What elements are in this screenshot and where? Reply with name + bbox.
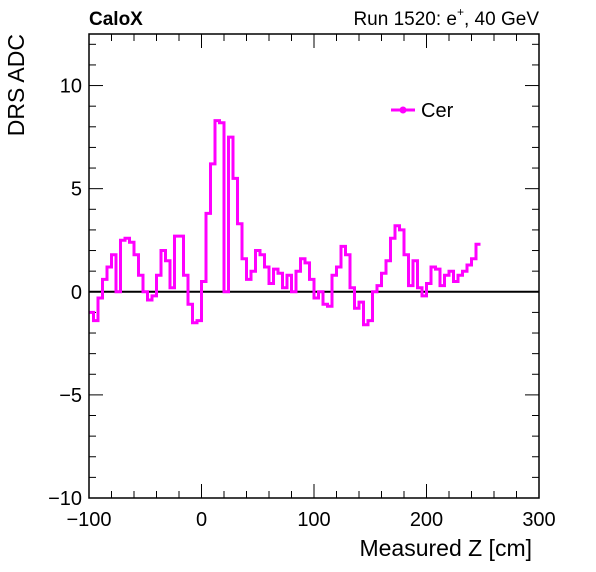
run-info-superscript: + — [457, 5, 464, 19]
y-tick-label: 10 — [60, 76, 82, 98]
y-tick-label: −5 — [59, 385, 82, 407]
run-info: Run 1520: e+, 40 GeV — [353, 5, 539, 30]
legend: Cer — [391, 100, 454, 122]
y-tick-label: 5 — [71, 179, 82, 201]
x-tick-label: 300 — [522, 509, 555, 531]
y-axis-title: DRS ADC — [3, 34, 29, 136]
y-axis-ticks — [89, 43, 539, 499]
run-info-suffix: , 40 GeV — [464, 9, 539, 30]
x-axis-title: Measured Z [cm] — [359, 535, 532, 561]
y-tick-labels: −10 −5 0 5 10 — [48, 76, 82, 510]
plot-frame — [88, 33, 540, 499]
series-cer-line — [89, 119, 481, 327]
x-tick-label: 100 — [297, 509, 330, 531]
x-tick-label: −100 — [66, 509, 111, 531]
x-tick-labels: −100 0 100 200 300 — [66, 509, 555, 531]
legend-label-cer: Cer — [421, 100, 454, 122]
x-tick-label: 0 — [196, 509, 207, 531]
x-tick-label: 200 — [410, 509, 443, 531]
left-title: CaloX — [89, 9, 143, 30]
run-info-prefix: Run 1520: e — [353, 9, 457, 30]
legend-swatch-marker — [399, 106, 407, 114]
y-tick-label: 0 — [71, 282, 82, 304]
y-tick-label: −10 — [48, 488, 82, 510]
